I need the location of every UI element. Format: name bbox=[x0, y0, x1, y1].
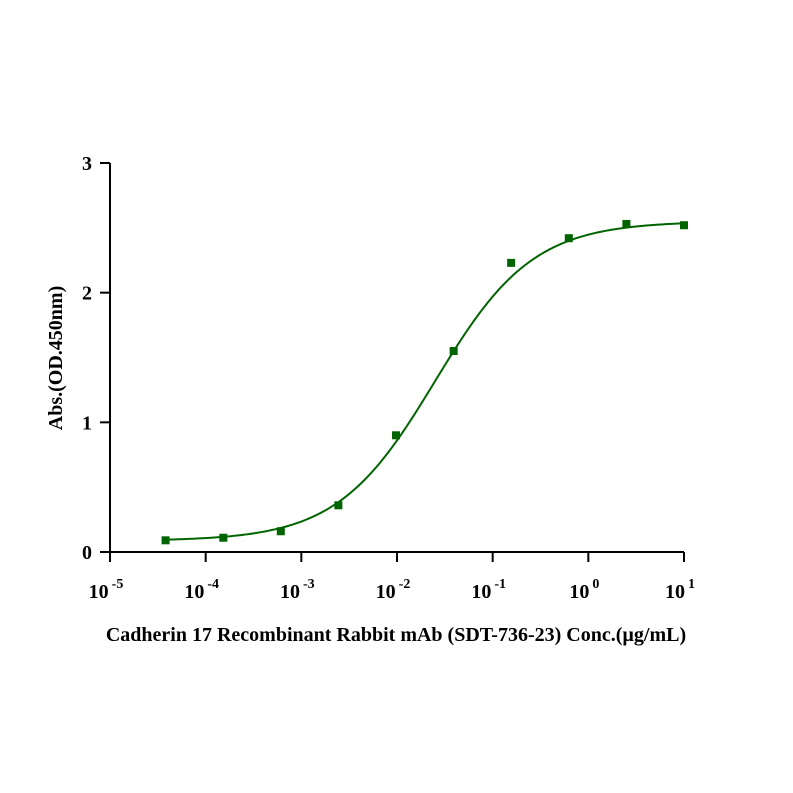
axes bbox=[109, 163, 684, 553]
data-point bbox=[564, 234, 573, 243]
x-tick-label: 10 -1 bbox=[471, 577, 506, 603]
fit-curve bbox=[165, 222, 685, 541]
x-tick-label: 10 -5 bbox=[89, 577, 124, 603]
y-axis-title: Abs.(OD.450nm) bbox=[45, 286, 67, 430]
x-tick-exponent: -3 bbox=[303, 577, 315, 592]
x-tick-exponent: -5 bbox=[112, 577, 124, 592]
y-tick-label: 3 bbox=[82, 153, 92, 175]
x-ticks: 10 -5 10 -4 10 -3 10 -2 10 -1 10 0 10 1 bbox=[89, 552, 695, 603]
x-tick-base: 10 bbox=[569, 581, 589, 603]
data-points bbox=[161, 219, 688, 545]
x-tick-exponent: -4 bbox=[207, 577, 219, 592]
x-tick-exponent: -1 bbox=[494, 577, 506, 592]
data-point bbox=[161, 536, 170, 545]
y-ticks: 0 1 2 3 bbox=[82, 153, 110, 564]
x-tick-base: 10 bbox=[376, 581, 396, 603]
data-point bbox=[507, 258, 516, 267]
x-tick-base: 10 bbox=[665, 581, 685, 603]
x-tick-label: 10 -2 bbox=[376, 577, 411, 603]
y-tick-label: 0 bbox=[82, 542, 92, 564]
data-point bbox=[680, 221, 688, 230]
x-tick-label: 10 -4 bbox=[184, 577, 219, 603]
x-tick-exponent: 0 bbox=[592, 577, 599, 592]
y-tick-label: 1 bbox=[82, 412, 92, 434]
x-axis-title: Cadherin 17 Recombinant Rabbit mAb (SDT-… bbox=[106, 624, 686, 646]
x-tick-base: 10 bbox=[184, 581, 204, 603]
x-tick-label: 10 -3 bbox=[280, 577, 315, 603]
data-point bbox=[622, 219, 631, 228]
x-tick-exponent: 1 bbox=[688, 577, 695, 592]
data-point bbox=[276, 527, 285, 536]
x-tick-base: 10 bbox=[471, 581, 491, 603]
data-point bbox=[334, 501, 343, 510]
data-point bbox=[219, 533, 228, 542]
x-tick-exponent: -2 bbox=[399, 577, 411, 592]
x-tick-label: 10 1 bbox=[665, 577, 695, 603]
x-tick-base: 10 bbox=[89, 581, 109, 603]
data-point bbox=[392, 431, 401, 440]
data-point bbox=[449, 347, 458, 356]
x-tick-label: 10 0 bbox=[569, 577, 599, 603]
x-tick-base: 10 bbox=[280, 581, 300, 603]
y-tick-label: 2 bbox=[82, 283, 92, 305]
